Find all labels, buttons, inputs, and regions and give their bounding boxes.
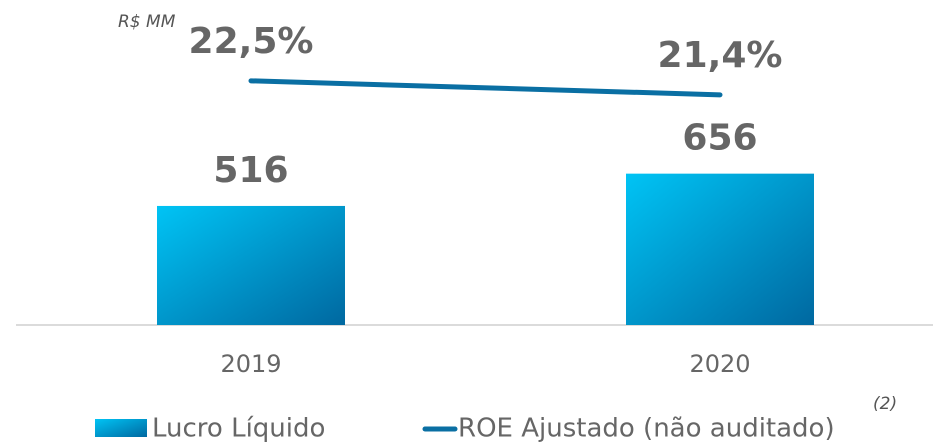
- legend-label: ROE Ajustado (não auditado): [458, 414, 835, 443]
- legend-swatch: [95, 419, 147, 437]
- bar: [626, 173, 814, 325]
- line-value-label: 21,4%: [658, 35, 783, 76]
- bar: [157, 205, 345, 325]
- roe-line: [248, 78, 723, 98]
- line-value-label: 22,5%: [189, 21, 314, 62]
- x-tick-label: 2019: [220, 350, 281, 378]
- bar-value-label: 656: [682, 118, 757, 159]
- footnote-mark: (2): [873, 394, 897, 414]
- legend-label: Lucro Líquido: [152, 414, 325, 443]
- bar-value-label: 516: [213, 150, 288, 191]
- x-tick-label: 2020: [689, 350, 750, 378]
- unit-note: R$ MM: [118, 12, 176, 32]
